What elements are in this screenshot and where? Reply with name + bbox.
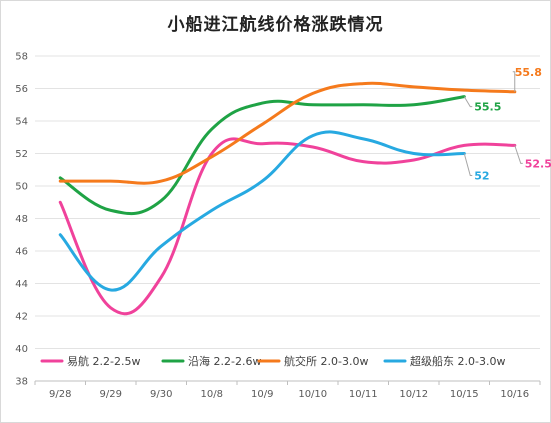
end-value-label: 52.5 bbox=[525, 157, 551, 170]
y-tick-label: 54 bbox=[15, 117, 28, 128]
series-line bbox=[58, 81, 517, 185]
y-tick-label: 48 bbox=[15, 214, 28, 225]
end-value-label: 55.8 bbox=[515, 66, 542, 79]
end-label-leader bbox=[514, 145, 523, 164]
y-tick-label: 52 bbox=[15, 149, 28, 160]
x-tick-label: 9/28 bbox=[49, 389, 71, 400]
x-tick-label: 10/8 bbox=[201, 389, 223, 400]
end-label-leader bbox=[512, 71, 516, 92]
x-tick-label: 10/10 bbox=[298, 389, 327, 400]
y-tick-label: 44 bbox=[15, 279, 28, 290]
y-tick-label: 50 bbox=[15, 182, 28, 193]
series-line bbox=[58, 130, 466, 292]
end-value-label: 55.5 bbox=[474, 101, 501, 114]
legend-label: 易航 2.2-2.5w bbox=[67, 354, 140, 368]
series-line bbox=[58, 137, 517, 316]
y-tick-label: 58 bbox=[15, 52, 28, 63]
x-tick-label: 10/9 bbox=[251, 389, 273, 400]
legend-label: 航交所 2.0-3.0w bbox=[284, 354, 368, 368]
y-tick-label: 46 bbox=[15, 247, 28, 258]
end-value-label: 52 bbox=[474, 170, 489, 183]
end-label-leader bbox=[463, 96, 473, 108]
series-line bbox=[58, 95, 466, 216]
x-tick-label: 9/30 bbox=[150, 389, 172, 400]
end-label-leader bbox=[463, 153, 473, 176]
legend-label: 沿海 2.2-2.6w bbox=[188, 354, 261, 368]
x-tick-label: 9/29 bbox=[100, 389, 122, 400]
y-tick-label: 40 bbox=[15, 344, 28, 355]
y-tick-label: 38 bbox=[15, 377, 28, 388]
x-tick-label: 10/15 bbox=[450, 389, 479, 400]
x-tick-label: 10/16 bbox=[500, 389, 529, 400]
y-tick-label: 56 bbox=[15, 84, 28, 95]
y-tick-label: 42 bbox=[15, 312, 28, 323]
x-tick-label: 10/12 bbox=[399, 389, 428, 400]
x-tick-label: 10/11 bbox=[349, 389, 378, 400]
chart-title: 小船进江航线价格涨跌情况 bbox=[167, 15, 384, 35]
legend-label: 超级船东 2.0-3.0w bbox=[410, 354, 505, 368]
